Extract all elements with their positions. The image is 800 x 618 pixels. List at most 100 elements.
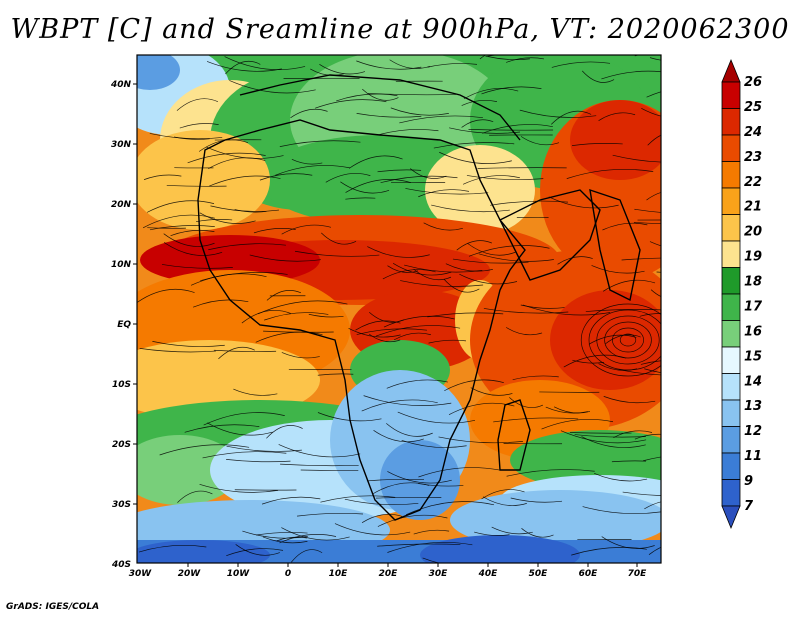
streamline — [591, 265, 645, 274]
vortex-streamline — [612, 327, 644, 353]
streamline — [249, 254, 321, 262]
colorbar-label: 26 — [744, 75, 762, 90]
streamline — [602, 279, 656, 292]
streamline — [380, 175, 458, 184]
vortex-streamline — [588, 309, 661, 371]
streamline — [208, 157, 266, 170]
streamline — [206, 146, 284, 159]
streamline — [361, 399, 438, 412]
streamline — [485, 55, 499, 57]
streamline — [491, 526, 533, 535]
streamline — [278, 444, 361, 458]
streamline — [444, 379, 504, 392]
streamline — [482, 496, 527, 506]
colorbar-label: 18 — [744, 275, 762, 290]
streamline — [376, 496, 442, 499]
streamline — [422, 557, 441, 563]
streamline — [387, 541, 473, 553]
streamline — [208, 243, 286, 251]
streamline — [582, 506, 661, 515]
streamline — [138, 544, 207, 553]
lon-label: 70E — [628, 569, 648, 579]
streamline — [463, 88, 519, 100]
colorbar-label: 22 — [744, 175, 762, 190]
streamline — [487, 56, 530, 61]
streamline — [399, 115, 483, 124]
streamline — [468, 129, 554, 131]
streamline — [163, 233, 215, 247]
streamline — [149, 133, 223, 140]
colorbar-swatch — [721, 293, 741, 321]
streamline — [259, 173, 313, 181]
streamline — [199, 212, 256, 224]
streamline — [315, 99, 387, 109]
streamline — [281, 527, 350, 541]
streamline — [400, 280, 484, 287]
streamline — [649, 57, 661, 61]
colorbar-label: 25 — [744, 100, 762, 115]
streamline — [613, 430, 653, 438]
colorbar-label: 11 — [744, 449, 762, 464]
streamline — [146, 200, 215, 213]
colorbar-bottom-arrow — [721, 505, 741, 530]
streamline — [413, 268, 452, 281]
lat-label: 30S — [112, 500, 131, 510]
streamline — [190, 273, 267, 286]
streamline — [439, 151, 512, 164]
streamline — [241, 310, 291, 324]
streamline — [594, 473, 648, 482]
streamline — [356, 328, 428, 335]
lon-label: 30W — [129, 569, 153, 579]
streamline — [418, 483, 464, 487]
streamline — [633, 222, 661, 225]
streamline — [192, 299, 249, 308]
streamline — [443, 278, 480, 293]
colorbar: 26 25 24 23 22 21 20 19 18 17 16 15 14 13 12 11 9 7 — [721, 58, 763, 530]
streamline — [361, 514, 403, 523]
colorbar-swatch — [721, 399, 741, 427]
streamline — [392, 262, 452, 276]
streamline — [308, 313, 344, 318]
streamline — [622, 491, 661, 496]
grads-credit: GrADS: IGES/COLA — [6, 602, 100, 612]
streamline — [551, 61, 611, 68]
streamline — [477, 167, 567, 169]
streamline — [481, 86, 542, 95]
colorbar-label: 21 — [744, 200, 762, 215]
streamline — [382, 269, 436, 280]
streamline — [296, 512, 364, 517]
colorbar-swatch — [721, 187, 741, 215]
streamline — [226, 459, 291, 463]
streamline — [177, 490, 213, 503]
streamline — [234, 209, 267, 213]
streamline — [569, 432, 632, 434]
lat-label: 10N — [111, 260, 132, 270]
streamlines — [137, 55, 661, 563]
streamline — [235, 544, 280, 556]
streamline — [634, 433, 661, 440]
streamline — [566, 169, 654, 179]
streamline — [397, 411, 476, 424]
streamline — [266, 425, 303, 439]
streamline — [291, 549, 323, 563]
streamline — [319, 63, 366, 75]
streamline — [467, 242, 516, 256]
streamline — [336, 93, 398, 102]
vortex-streamline — [619, 333, 637, 347]
streamline — [404, 264, 483, 273]
streamline — [290, 108, 328, 119]
streamline — [541, 418, 614, 430]
streamline — [362, 88, 399, 101]
streamline — [456, 240, 493, 251]
streamline — [603, 396, 656, 404]
lon-label: 50E — [529, 569, 549, 579]
streamline — [377, 169, 422, 173]
colorbar-swatch — [721, 346, 741, 374]
streamline — [199, 483, 279, 493]
lon-label: 30E — [429, 569, 449, 579]
streamline — [152, 341, 225, 347]
streamline — [602, 222, 648, 231]
streamline — [405, 188, 489, 195]
streamline — [325, 173, 371, 183]
streamline — [280, 463, 359, 467]
